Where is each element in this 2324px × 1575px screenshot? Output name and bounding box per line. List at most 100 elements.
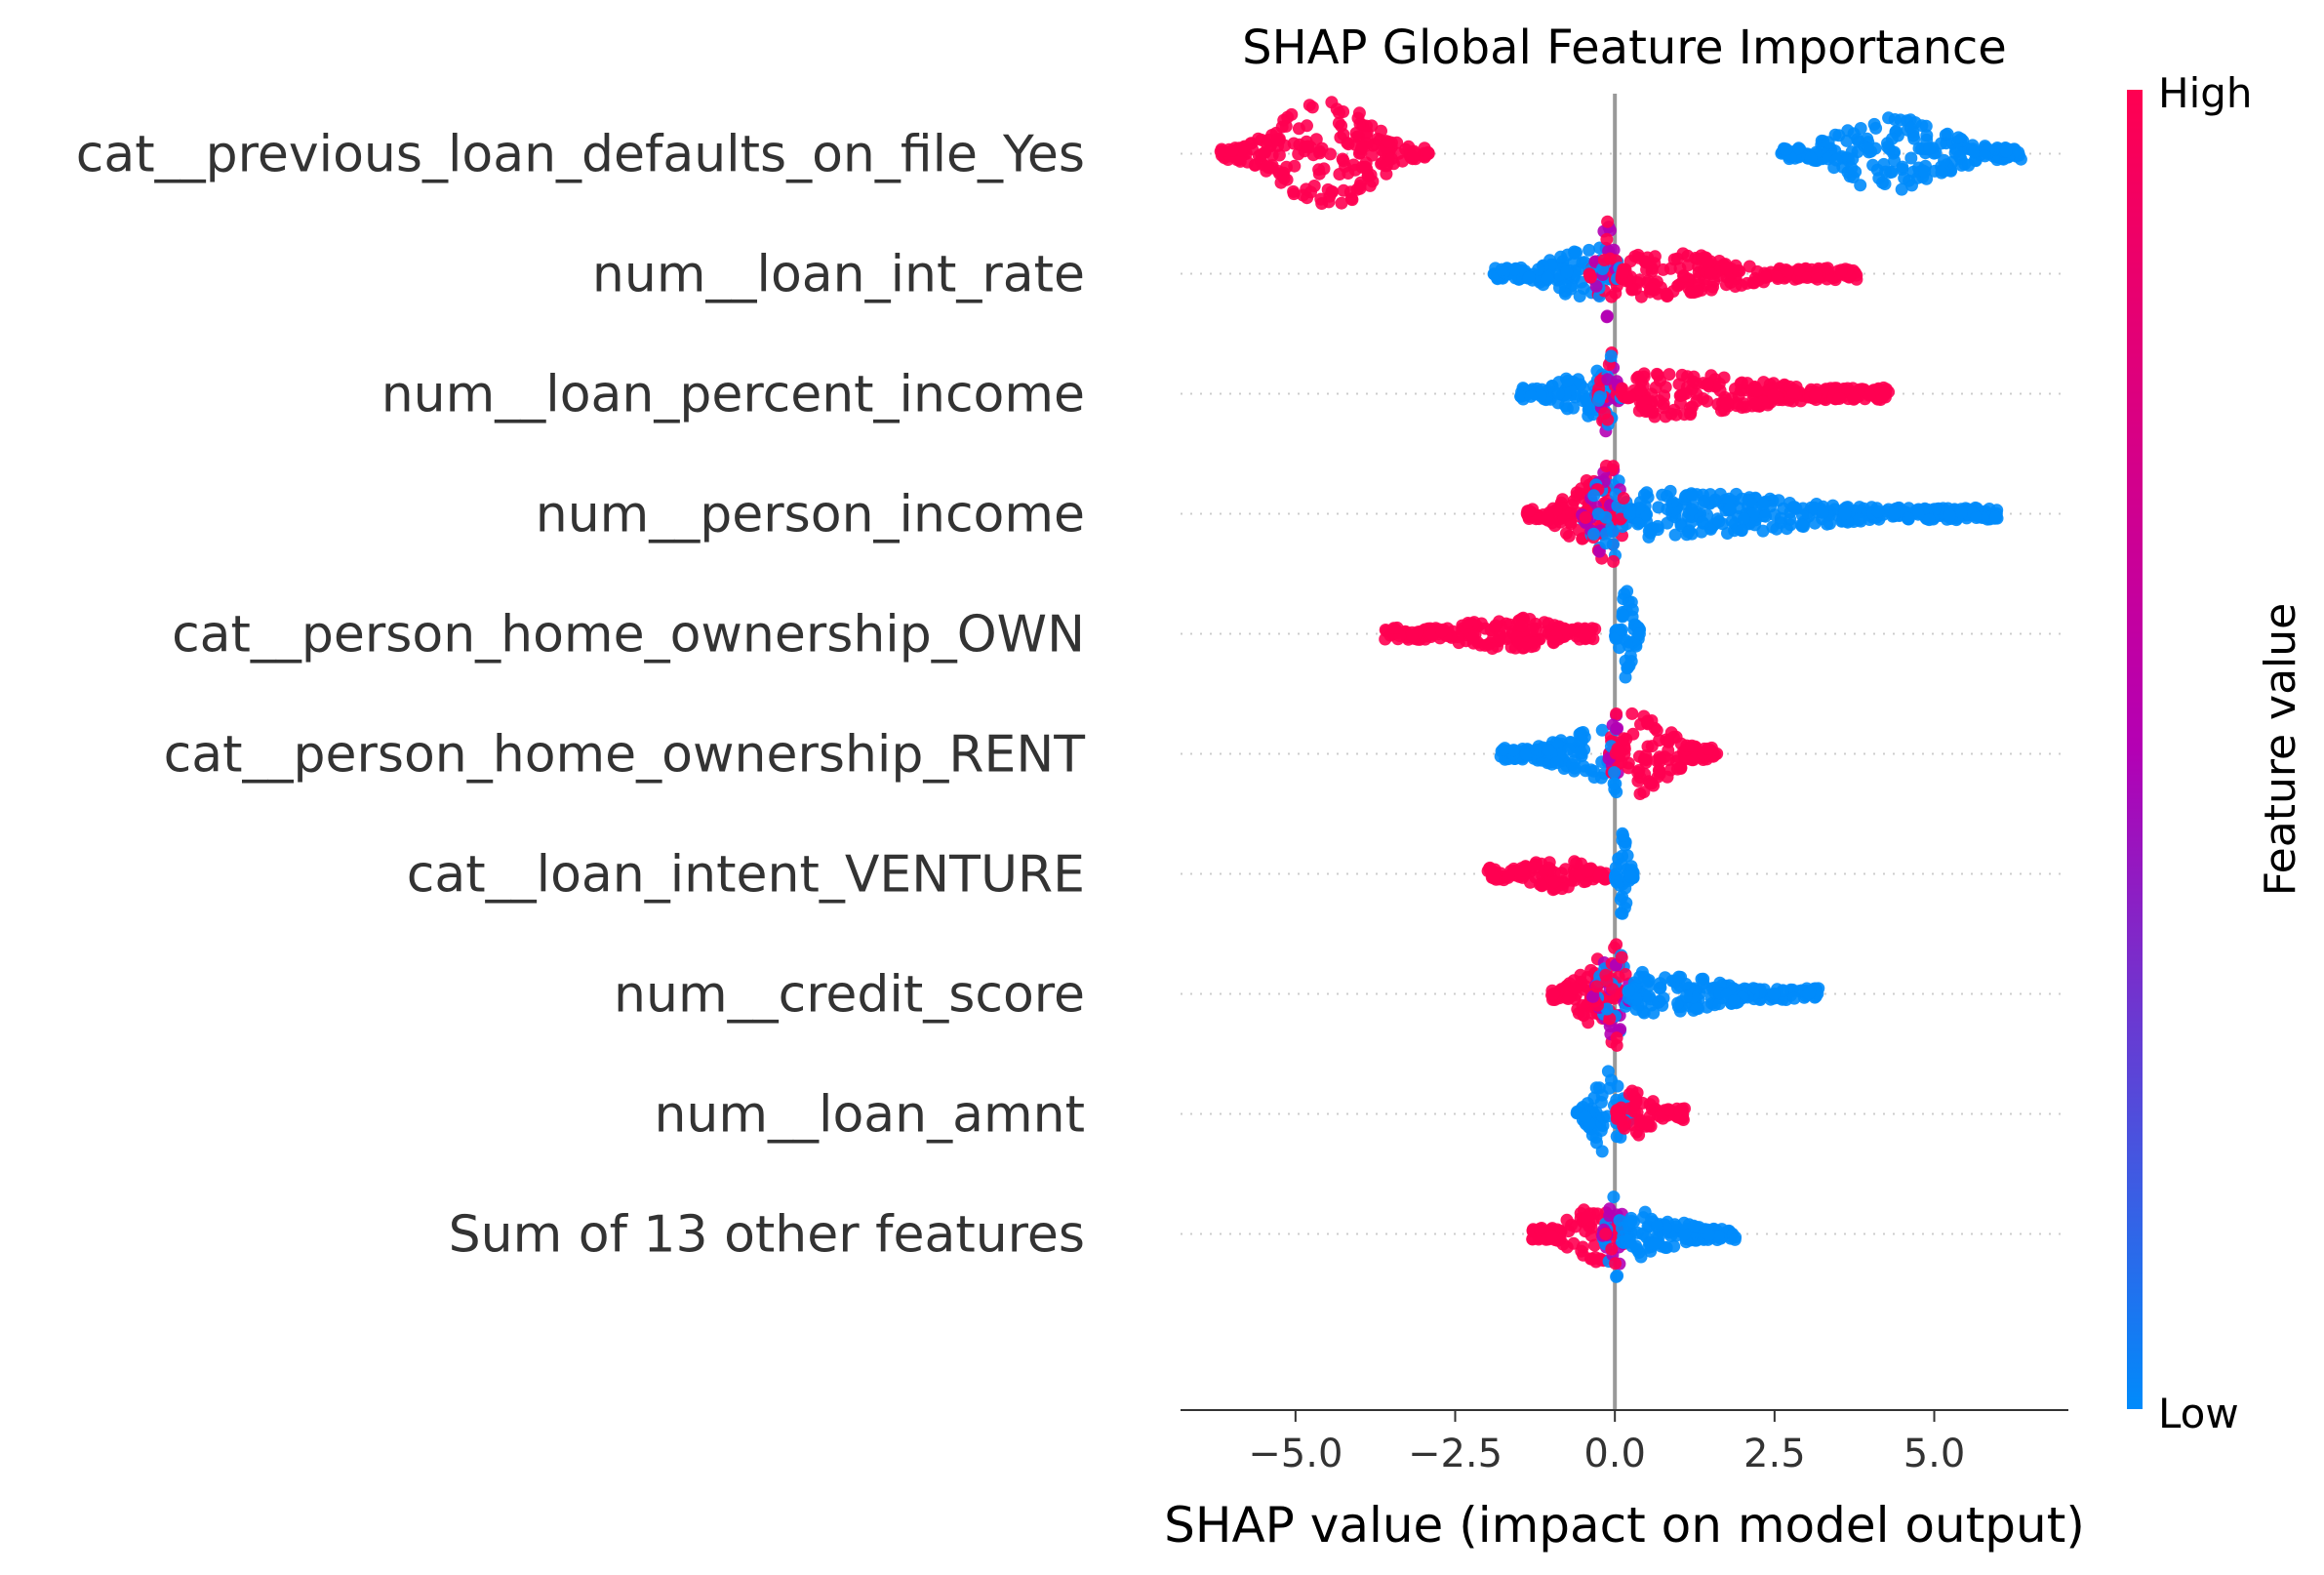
shap-point	[1522, 505, 1536, 517]
row-guides	[1181, 152, 2068, 1235]
shap-point	[1767, 987, 1781, 1000]
shap-point	[1616, 849, 1629, 863]
shap-point	[1918, 165, 1932, 179]
shap-point	[1756, 498, 1770, 511]
shap-point	[1771, 270, 1784, 284]
shap-point	[1653, 1110, 1666, 1123]
shap-point	[1545, 1230, 1559, 1243]
feature-points	[1520, 460, 2004, 568]
shap-point	[1866, 158, 1880, 172]
shap-point	[1809, 388, 1823, 402]
feature-label: cat__previous_loan_defaults_on_file_Yes	[76, 126, 1085, 184]
shap-point	[1623, 507, 1636, 521]
shap-point	[1943, 509, 1956, 522]
shap-point	[1610, 707, 1623, 720]
feature-label: num__person_income	[536, 486, 1085, 545]
shap-point	[1662, 1103, 1675, 1116]
feature-points	[1494, 707, 1724, 800]
shap-point	[1647, 779, 1661, 792]
shap-point	[1774, 516, 1787, 530]
shap-point	[1661, 289, 1674, 303]
shap-point	[1353, 182, 1367, 195]
shap-point	[1741, 276, 1754, 290]
shap-point	[1560, 527, 1573, 540]
shap-point	[1663, 368, 1676, 382]
shap-point	[1325, 96, 1339, 109]
shap-point	[1679, 386, 1693, 400]
shap-point	[1682, 525, 1695, 539]
shap-point	[1486, 642, 1500, 655]
shap-point	[1673, 1105, 1687, 1118]
shap-point	[1617, 732, 1630, 746]
shap-point	[1641, 740, 1655, 753]
shap-point	[1787, 991, 1801, 1005]
shap-point	[1333, 106, 1345, 120]
feature-points	[1545, 938, 1825, 1052]
shap-point	[1659, 971, 1672, 985]
shap-point	[1585, 1252, 1599, 1266]
x-axis-label: SHAP value (impact on model output)	[1164, 1497, 2085, 1554]
shap-point	[1685, 739, 1699, 752]
feature-points	[1526, 1191, 1743, 1283]
shap-point	[1579, 1110, 1592, 1123]
shap-point	[1834, 263, 1848, 277]
shap-point	[1903, 121, 1917, 135]
shap-point	[1581, 1210, 1594, 1224]
shap-point	[1878, 178, 1892, 190]
shap-point	[1640, 486, 1654, 500]
shap-point	[1258, 146, 1271, 160]
shap-point	[1641, 975, 1655, 989]
shap-point	[1712, 997, 1726, 1011]
shap-point	[1552, 387, 1565, 400]
shap-point	[1962, 158, 1976, 172]
shap-point	[1659, 410, 1672, 424]
colorbar	[2127, 90, 2143, 1409]
shap-point	[1570, 246, 1583, 260]
shap-point	[1600, 527, 1613, 541]
shap-point	[1919, 119, 1933, 133]
shap-point	[1697, 496, 1710, 509]
shap-point	[1888, 113, 1902, 126]
shap-point	[1862, 141, 1874, 155]
shap-point	[1690, 1002, 1703, 1015]
shap-point	[1680, 752, 1694, 766]
shap-point	[1598, 407, 1612, 421]
shap-point	[1736, 492, 1748, 505]
shap-point	[1262, 133, 1275, 146]
shap-point	[1604, 349, 1618, 363]
shap-point	[1546, 988, 1560, 1001]
shap-point	[1587, 527, 1600, 541]
shap-point	[1695, 972, 1708, 986]
shap-point	[1564, 517, 1578, 531]
shap-point	[1402, 140, 1416, 153]
x-axis-ticks: −5.0 −2.5 0.0 2.5 5.0	[1248, 1410, 1965, 1476]
shap-point	[1703, 1229, 1716, 1241]
shap-point	[1629, 992, 1643, 1006]
x-tick-label: 2.5	[1743, 1432, 1806, 1476]
shap-point	[1281, 110, 1295, 124]
shap-point	[1607, 554, 1621, 568]
shap-point	[1637, 370, 1651, 384]
x-tick-label: −5.0	[1248, 1432, 1342, 1476]
shap-point	[1637, 786, 1651, 799]
shap-point	[1935, 166, 1948, 180]
shap-point	[1568, 982, 1582, 995]
shap-point	[1517, 641, 1531, 655]
shap-point	[1665, 496, 1679, 508]
shap-point	[1686, 375, 1700, 388]
shap-point	[1687, 1219, 1701, 1232]
shap-point	[1508, 262, 1521, 276]
shap-point	[1592, 868, 1606, 881]
shap-point	[1581, 865, 1594, 878]
shap-point	[1817, 505, 1829, 519]
shap-point	[1532, 262, 1545, 276]
shap-point	[1847, 391, 1861, 405]
shap-point	[1667, 403, 1681, 417]
shap-point	[1595, 1145, 1609, 1158]
shap-point	[1759, 509, 1773, 523]
shap-point	[1592, 393, 1605, 407]
shap-point	[1795, 508, 1809, 522]
shap-point	[1272, 148, 1286, 162]
shap-point	[1556, 1237, 1570, 1251]
shap-point	[1695, 525, 1708, 539]
